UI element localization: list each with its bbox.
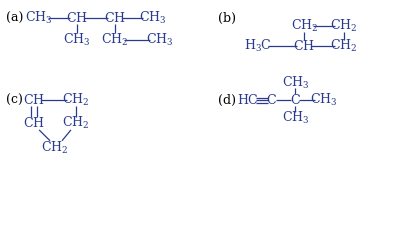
Text: (c): (c) xyxy=(6,94,23,107)
Text: $\mathregular{CH_2}$: $\mathregular{CH_2}$ xyxy=(330,38,358,54)
Text: $\mathregular{CH}$: $\mathregular{CH}$ xyxy=(66,11,88,25)
Text: $\mathregular{C}$: $\mathregular{C}$ xyxy=(290,93,301,107)
Text: $\mathregular{CH_2}$: $\mathregular{CH_2}$ xyxy=(330,18,358,34)
Text: $\mathregular{CH}$: $\mathregular{CH}$ xyxy=(104,11,126,25)
Text: $\mathregular{CH_3}$: $\mathregular{CH_3}$ xyxy=(139,10,166,26)
Text: $\mathregular{CH_3}$: $\mathregular{CH_3}$ xyxy=(282,110,309,126)
Text: $\mathregular{CH_3}$: $\mathregular{CH_3}$ xyxy=(282,74,309,90)
Text: $\mathregular{C}$: $\mathregular{C}$ xyxy=(266,93,277,107)
Text: $\mathregular{CH_3}$: $\mathregular{CH_3}$ xyxy=(146,32,173,48)
Text: $\mathregular{CH}$: $\mathregular{CH}$ xyxy=(23,93,45,107)
Text: $\mathregular{CH_2}$: $\mathregular{CH_2}$ xyxy=(101,32,128,48)
Text: (b): (b) xyxy=(218,12,236,25)
Text: $\mathregular{CH_2}$: $\mathregular{CH_2}$ xyxy=(291,18,318,34)
Text: $\mathregular{CH_2}$: $\mathregular{CH_2}$ xyxy=(62,92,89,108)
Text: $\mathregular{CH_3}$: $\mathregular{CH_3}$ xyxy=(25,10,53,26)
Text: $\mathregular{CH_3}$: $\mathregular{CH_3}$ xyxy=(310,92,338,108)
Text: $\mathregular{CH_3}$: $\mathregular{CH_3}$ xyxy=(63,32,91,48)
Text: $\mathregular{H_3C}$: $\mathregular{H_3C}$ xyxy=(244,38,272,54)
Text: $\mathregular{CH}$: $\mathregular{CH}$ xyxy=(23,116,45,130)
Text: $\mathregular{HC}$: $\mathregular{HC}$ xyxy=(237,93,259,107)
Text: (d): (d) xyxy=(218,94,236,107)
Text: $\mathregular{CH}$: $\mathregular{CH}$ xyxy=(293,39,315,53)
Text: $\mathregular{CH_2}$: $\mathregular{CH_2}$ xyxy=(41,140,69,156)
Text: $\mathregular{CH_2}$: $\mathregular{CH_2}$ xyxy=(62,115,89,131)
Text: (a): (a) xyxy=(6,12,24,25)
